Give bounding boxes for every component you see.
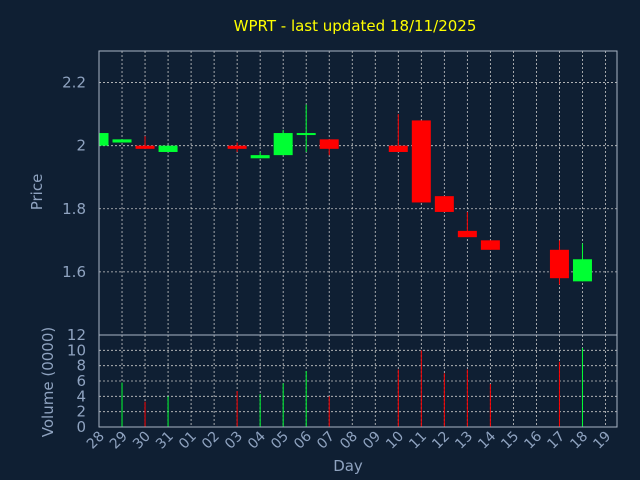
volume-tick-label: 2 — [76, 403, 86, 421]
price-tick-label: 1.8 — [62, 200, 86, 218]
candle-body — [434, 196, 454, 212]
price-tick-label: 1.6 — [62, 263, 86, 281]
volume-tick-label: 6 — [76, 372, 86, 390]
candle-body — [112, 139, 132, 143]
volume-axis-label: Volume (0000) — [39, 327, 57, 437]
candle-body — [158, 145, 178, 152]
candle-body — [296, 133, 316, 136]
price-tick-label: 2 — [76, 137, 86, 155]
candle-body — [572, 259, 592, 282]
candle-body — [411, 120, 431, 203]
volume-tick-label: 10 — [67, 341, 86, 359]
x-axis-label: Day — [333, 457, 363, 475]
candle-body — [135, 145, 155, 149]
volume-panel-frame — [98, 334, 618, 428]
price-grid — [98, 51, 617, 335]
volume-tick-label: 12 — [67, 326, 86, 344]
candle-body — [99, 133, 109, 146]
candle-body — [250, 155, 270, 159]
price-candles — [98, 104, 592, 285]
volume-tick-label: 4 — [76, 387, 86, 405]
volume-tick-label: 0 — [76, 418, 86, 436]
candle-body — [227, 145, 247, 149]
candle-body — [457, 230, 477, 238]
candle-body — [388, 145, 408, 152]
axes — [98, 50, 618, 428]
candle-body — [480, 240, 500, 250]
volume-bars — [121, 348, 583, 427]
candle-body — [549, 249, 569, 279]
x-tick-labels: 28 29 30 31 01 02 03 04 05 06 07 08 09 10 11 12 13 14 15 16… — [84, 428, 614, 452]
candle-body — [319, 139, 339, 149]
chart-title: WPRT - last updated 18/11/2025 — [234, 17, 477, 35]
price-tick-label: 2.2 — [62, 74, 86, 92]
volume-tick-label: 8 — [76, 357, 86, 375]
candle-body — [273, 133, 293, 156]
price-axis-label: Price — [28, 174, 46, 211]
